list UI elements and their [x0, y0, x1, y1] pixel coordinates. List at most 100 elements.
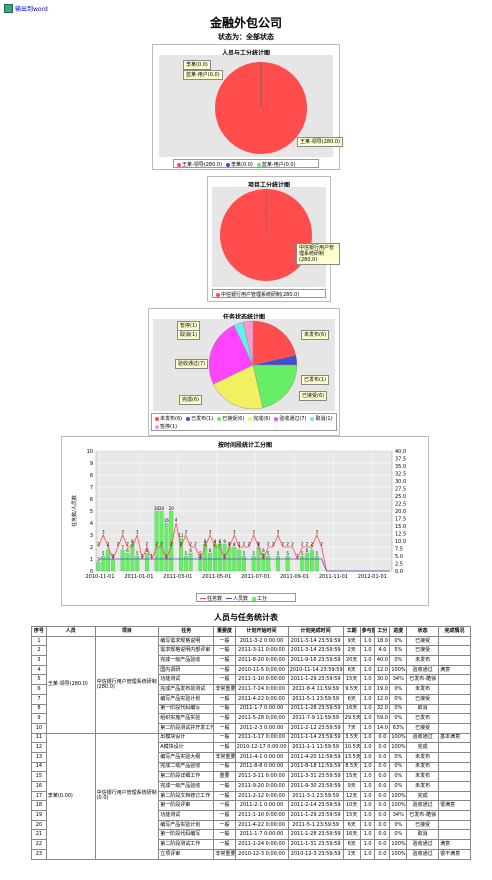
y2-tick-label: 7.5: [395, 547, 403, 553]
line-data-label: 2: [243, 542, 246, 547]
score-bar: [310, 549, 314, 572]
table-cell: 未发布: [406, 684, 440, 695]
pie-label-li: 李某(0.0): [183, 60, 211, 70]
bar-data-label: 8: [228, 542, 231, 547]
table-cell: 很不满意: [438, 848, 471, 860]
table-cell: 非常重要: [213, 684, 236, 695]
table-cell: 未发布: [406, 771, 440, 782]
table-title: 人员与任务统计表: [214, 613, 278, 622]
score-bar: [217, 543, 222, 572]
table-cell: 2011-3-2 0:00:00: [234, 635, 289, 647]
table-cell: [438, 761, 471, 773]
table-cell: 2011-3-14 23:59:59: [287, 645, 344, 657]
y2-tick-label: 10.0: [395, 539, 406, 545]
pie-slice: [252, 320, 297, 366]
table-cell: 2011-3-14 23:59:59: [287, 635, 344, 647]
table-cell: 6天: [342, 693, 361, 705]
legend-item: 未发布(6): [155, 415, 182, 422]
table-cell: 8: [31, 703, 47, 715]
table-cell: 1.0: [359, 732, 376, 744]
table-cell: 1.0: [359, 800, 376, 812]
table-cell: 验收通过: [406, 839, 440, 850]
table-cell: 2011-1-29 23:59:59: [287, 674, 344, 686]
table-cell: 3.5天: [342, 732, 361, 744]
table-row: 18 第一阶段评审 一般 2011-2-1 0:00:00 2011-2-14 23:5…: [31, 800, 471, 812]
table-cell: 已发布-酷徐: [406, 674, 440, 686]
bar-data-label: 6: [189, 548, 192, 553]
column-header: 参与度: [359, 626, 376, 637]
table-cell: 1.0: [359, 722, 376, 734]
bar-data-label: 9: [218, 539, 221, 544]
y-tick-label: 7: [90, 485, 93, 491]
bar-data-label: 5: [301, 551, 304, 556]
table-cell: 29.5天: [342, 713, 361, 724]
table-cell: 满意: [438, 839, 471, 850]
y2-tick-label: 22.5: [395, 502, 406, 508]
table-cell: 1.0: [359, 664, 376, 676]
table-cell: 2011-1-7 0:00:00: [234, 829, 289, 841]
table-cell: 100%: [389, 742, 408, 753]
table-cell: 9天: [342, 781, 361, 792]
table-cell: 已接受: [406, 635, 440, 647]
pie-slice: [252, 364, 298, 409]
table-cell: 16天: [342, 703, 361, 715]
table-cell: 2011-9-16 23:59:59: [287, 655, 344, 666]
line-data-label: 3: [102, 530, 105, 535]
score-bar: [120, 549, 125, 572]
table-cell: 1.0: [359, 771, 376, 782]
y-tick-label: 10: [87, 449, 93, 455]
table-cell: 2011-1-17 0:00:00: [234, 732, 289, 744]
score-bar: [203, 543, 208, 572]
table-cell: 2天: [342, 645, 361, 657]
table-cell: 100%: [389, 790, 408, 802]
person-score-pie-chart: 人员与工分统计图 李某(0.0) 蓝某-用户(0.0) 王某-领导(280.0)…: [152, 44, 344, 170]
table-cell: 100%: [389, 664, 408, 676]
table-cell: 出模块设计: [158, 732, 215, 744]
x-tick-label: 2011-09-01: [280, 574, 309, 580]
x-tick-label: 2011-07-01: [241, 574, 270, 580]
legend-item: 工分: [252, 595, 267, 602]
pie-label-cancel: 取消(1): [177, 330, 201, 340]
chart-legend: 任务数 人员数 工分: [196, 593, 296, 602]
chart-legend: 王某-领导(280.0) 李某(0.0) 蓝某-用户(0.0): [173, 159, 319, 168]
table-cell: 1天: [342, 848, 361, 860]
y-tick-label: 5: [90, 509, 93, 515]
table-cell: 2011-7-9 11:59:59: [287, 713, 344, 724]
table-cell: 第一阶段评审: [158, 800, 215, 812]
export-word-link[interactable]: 输出到word: [4, 4, 48, 13]
table-cell: 1.0: [359, 655, 376, 666]
table-cell: 完成一级产品验收: [158, 781, 215, 792]
table-cell: 一般: [213, 693, 236, 705]
table-cell: 1.0: [359, 684, 376, 695]
table-cell: 14.0: [374, 722, 391, 734]
table-cell: 2011-2-3 0:00:00: [234, 722, 289, 734]
score-bar: [125, 552, 130, 572]
table-cell: 2010-12-3 23:59:59: [287, 848, 344, 860]
table-cell: 15天: [342, 771, 361, 782]
status-filter-text: 状态为：全部状态: [218, 33, 274, 41]
score-bar: [242, 555, 246, 572]
table-cell: 2011-1-7 0:00:00: [234, 703, 289, 715]
y2-tick-label: 2.5: [395, 562, 403, 568]
line-data-label: 2: [146, 542, 149, 547]
table-cell: [438, 713, 471, 724]
table-cell: 一般: [213, 829, 236, 841]
pie-label-project: 中信银行用户管理系统研制(280.0): [296, 243, 340, 265]
x-tick-label: 2011-01-01: [124, 574, 153, 580]
table-cell: 2011-1-1 11:59:59: [287, 742, 344, 753]
table-cell: 已发布-酷徐: [406, 810, 440, 821]
legend-item: 验收通过(7): [274, 415, 306, 422]
bar-data-label: 9: [214, 539, 217, 544]
table-cell: [438, 645, 471, 657]
line-data-label: 3: [233, 530, 236, 535]
table-cell: 18.0: [374, 635, 391, 647]
y2-tick-label: 40.0: [395, 449, 406, 455]
bar-data-label: 5: [252, 551, 255, 556]
legend-item: 暂停(1): [155, 423, 177, 430]
table-cell: 34%: [389, 810, 408, 821]
table-row: 19 功能测试 一般 2011-1-10 0:00:00 2011-1-29 23:59…: [31, 810, 471, 821]
table-cell: [438, 674, 471, 686]
table-cell: 一般: [213, 761, 236, 773]
column-header: 完成情况: [438, 626, 471, 637]
table-cell: 1.0: [359, 848, 376, 860]
